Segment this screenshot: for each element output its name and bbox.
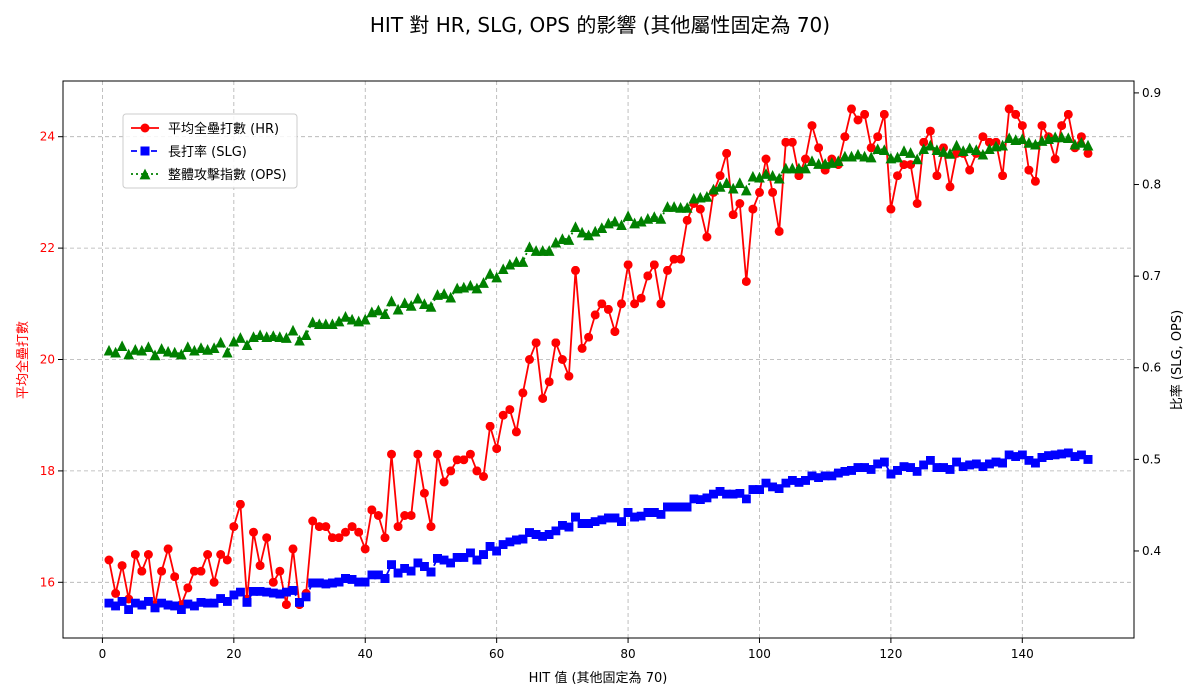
- x-axis-label: HIT 值 (其他固定為 70): [529, 670, 668, 686]
- y-axis-label-right: 比率 (SLG, OPS): [1169, 310, 1185, 410]
- chart-title: HIT 對 HR, SLG, OPS 的影響 (其他屬性固定為 70): [370, 13, 830, 37]
- y-left-tick-label: 22: [40, 241, 55, 255]
- y-left-tick-label: 16: [40, 575, 55, 589]
- y-left-tick-label: 20: [40, 353, 55, 367]
- x-tick-label: 140: [1011, 647, 1034, 661]
- y-right-tick-label: 0.7: [1142, 269, 1161, 283]
- y-right-tick-label: 0.9: [1142, 86, 1161, 100]
- y-right-tick-label: 0.5: [1142, 452, 1161, 466]
- x-tick-label: 0: [99, 647, 107, 661]
- x-tick-label: 100: [748, 647, 771, 661]
- legend-label: 長打率 (SLG): [168, 144, 247, 160]
- legend-label: 整體攻擊指數 (OPS): [168, 167, 287, 183]
- series-line-square: [104, 448, 1093, 615]
- x-tick-label: 60: [489, 647, 504, 661]
- x-tick-label: 120: [879, 647, 902, 661]
- y-left-tick-label: 18: [40, 464, 55, 478]
- axes: 0 20 40 60 80 100 120 140 16 18 20 22 24 0.4 0.5 0.6 0.7…: [40, 80, 1161, 661]
- x-tick-label: 80: [620, 647, 635, 661]
- y-axis-label-left: 平均全壘打數: [15, 321, 31, 399]
- y-right-tick-label: 0.8: [1142, 178, 1161, 192]
- series-line-triangle: [103, 131, 1094, 361]
- x-tick-label: 20: [226, 647, 241, 661]
- legend-label: 平均全壘打數 (HR): [168, 121, 279, 137]
- legend-box: [122, 113, 298, 189]
- x-tick-label: 40: [358, 647, 373, 661]
- y-left-tick-label: 24: [40, 130, 55, 144]
- y-right-tick-label: 0.6: [1142, 361, 1161, 375]
- legend: 平均全壘打數 (HR) 長打率 (SLG) 整體攻擊指數 (OPS): [122, 113, 298, 189]
- series-layer: [103, 104, 1094, 615]
- y-right-tick-label: 0.4: [1142, 544, 1161, 558]
